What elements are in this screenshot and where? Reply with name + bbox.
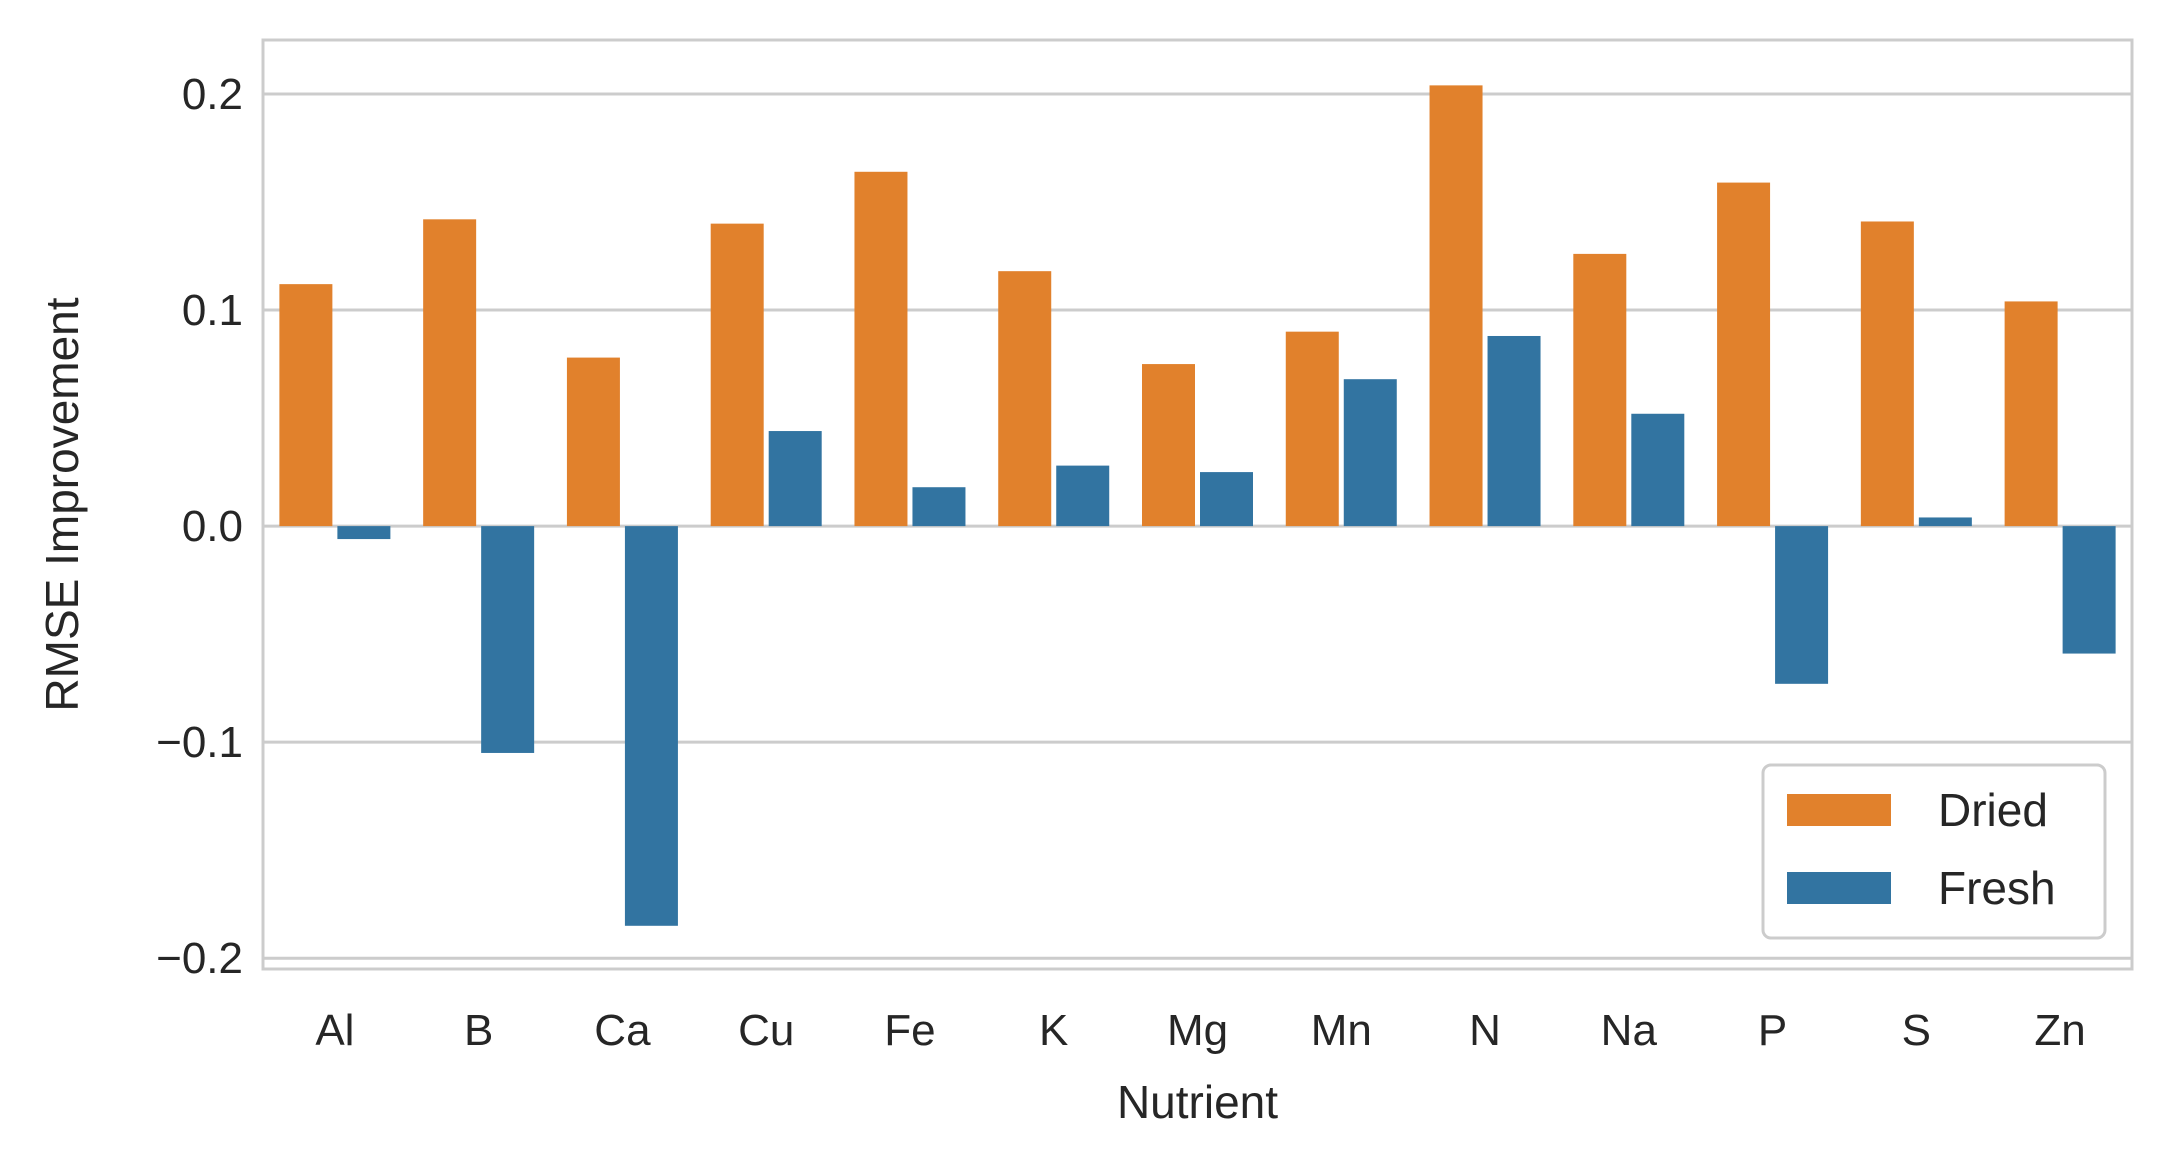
bar-fresh-fe [912,487,966,527]
bar-dried-mn [1285,331,1339,527]
x-tick-label: Fe [884,1006,935,1055]
x-tick-label: Cu [738,1006,794,1055]
legend: Dried Fresh [1761,763,2107,940]
legend-swatch-fresh [1787,872,1891,904]
x-tick-label: Zn [2034,1006,2085,1055]
legend-label-dried: Dried [1938,784,2048,836]
bar-fresh-s [1918,517,1972,527]
bar-fresh-k [1056,465,1110,527]
bar-dried-na [1573,253,1627,527]
x-tick-label: N [1469,1006,1501,1055]
x-tick-label: Al [315,1006,354,1055]
bar-fresh-cu [768,431,822,527]
x-tick-label: Ca [594,1006,651,1055]
plot-frame [261,38,2134,971]
y-tick-label: 0.2 [182,70,243,119]
bar-dried-zn [2004,301,2058,527]
bar-marks [279,85,2116,926]
legend-label-fresh: Fresh [1938,862,2056,914]
bar-dried-b [423,219,477,527]
x-axis-label: Nutrient [1117,1076,1278,1128]
x-tick-label: Mg [1167,1006,1228,1055]
bar-fresh-ca [624,526,678,926]
bar-dried-ca [566,357,620,527]
legend-swatch-dried [1787,794,1891,826]
bar-fresh-p [1775,526,1829,684]
y-tick-label: −0.2 [156,934,243,983]
bar-fresh-zn [2062,526,2116,654]
x-tick-label: P [1758,1006,1787,1055]
bar-dried-s [1860,221,1914,527]
y-tick-labels: −0.2 −0.1 0.0 0.1 0.2 [156,70,243,983]
y-tick-label: 0.1 [182,286,243,335]
bar-fresh-mg [1200,472,1253,527]
y-tick-label: 0.0 [182,502,243,551]
x-tick-label: B [464,1006,493,1055]
x-tick-label: K [1039,1006,1068,1055]
bar-dried-mg [1142,364,1195,527]
bar-fresh-b [481,526,535,753]
bar-dried-k [998,271,1052,527]
bar-fresh-na [1631,413,1685,527]
bar-dried-n [1429,85,1483,527]
y-axis-label: RMSE Improvement [36,297,88,711]
x-tick-label: Mn [1311,1006,1372,1055]
bar-dried-p [1717,182,1771,527]
x-tick-label: Na [1601,1006,1658,1055]
bar-fresh-n [1487,335,1541,527]
bar-dried-fe [854,171,908,527]
bar-fresh-mn [1343,379,1397,527]
y-tick-label: −0.1 [156,718,243,767]
bar-fresh-al [337,526,391,540]
bar-dried-al [279,284,333,527]
x-tick-label: S [1902,1006,1931,1055]
x-tick-labels: Al B Ca Cu Fe K Mg Mn N Na P S Zn [315,1006,2085,1055]
bar-dried-cu [710,223,764,527]
